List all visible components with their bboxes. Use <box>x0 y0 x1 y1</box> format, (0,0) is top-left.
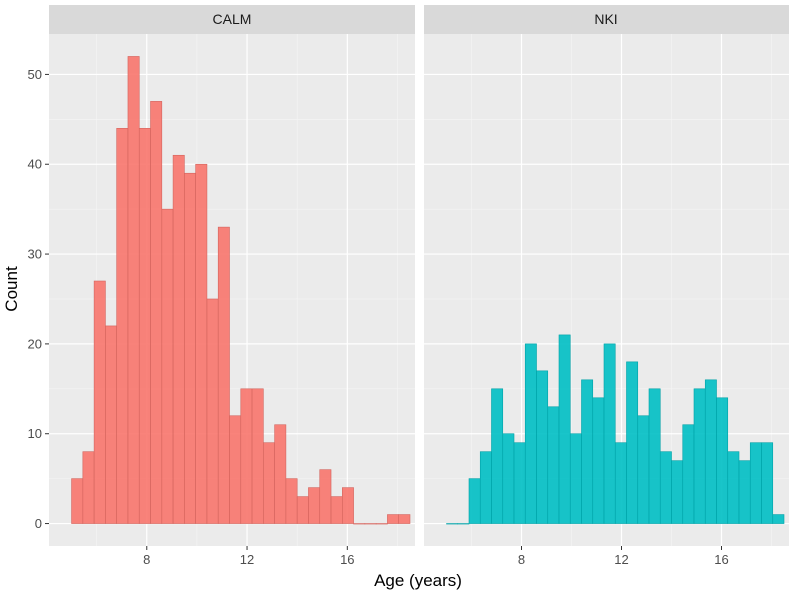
y-tick-label: 30 <box>28 247 42 262</box>
histogram-bar <box>738 460 751 524</box>
histogram-bar <box>671 460 684 524</box>
histogram-bar <box>240 388 253 524</box>
histogram-bar <box>581 379 594 524</box>
histogram-bar <box>82 451 95 524</box>
histogram-bar <box>547 406 560 524</box>
histogram-bar <box>251 388 264 524</box>
y-tick-label: 50 <box>28 67 42 82</box>
histogram-bar <box>659 451 672 524</box>
histogram-bar <box>491 388 504 524</box>
y-axis-ticks: 0 10 20 30 40 50 <box>28 67 49 531</box>
histogram-bar <box>71 478 84 524</box>
histogram-bar <box>637 415 650 524</box>
histogram-bar <box>614 442 627 524</box>
histogram-bar <box>693 388 706 524</box>
histogram-bar <box>375 523 388 525</box>
facet-nki: NKI <box>424 5 789 546</box>
histogram-bar <box>296 496 309 524</box>
histogram-bar <box>772 514 785 524</box>
histogram-bar <box>558 334 571 524</box>
histogram-bar <box>161 208 174 524</box>
histogram-bar <box>387 514 400 524</box>
histogram-bar <box>479 451 492 524</box>
histogram-bar <box>274 424 287 524</box>
histogram-bar <box>446 523 459 525</box>
histogram-bar <box>502 433 515 524</box>
histogram-bar <box>513 442 526 524</box>
histogram-bar <box>468 478 481 524</box>
y-axis-title: Count <box>2 266 21 312</box>
y-tick-label: 20 <box>28 336 42 351</box>
facet-calm: CALM <box>49 5 415 546</box>
histogram-bar <box>749 442 762 524</box>
histogram-bar <box>184 172 196 524</box>
histogram-bar <box>138 128 151 524</box>
strip-nki <box>424 5 789 34</box>
x-tick-label: 8 <box>143 552 150 567</box>
strip-label-calm: CALM <box>213 11 252 27</box>
histogram-bar <box>603 343 616 524</box>
histogram-bar <box>353 523 366 525</box>
histogram-bar <box>285 478 298 524</box>
y-tick-label: 10 <box>28 426 42 441</box>
bars-nki <box>446 334 785 525</box>
y-tick-label: 0 <box>35 516 42 531</box>
histogram-bar <box>536 370 549 524</box>
histogram-bar <box>761 442 774 524</box>
histogram-bar <box>342 487 354 524</box>
histogram-bar <box>319 469 332 524</box>
histogram-bar <box>727 451 740 524</box>
histogram-bar <box>716 397 729 524</box>
histogram-bar <box>93 280 106 524</box>
histogram-bar <box>105 325 117 524</box>
histogram-bar <box>704 379 717 524</box>
histogram-bar <box>127 56 140 524</box>
histogram-bar <box>150 101 163 524</box>
x-tick-label: 12 <box>240 552 254 567</box>
histogram-bar <box>569 433 582 524</box>
histogram-bar <box>172 154 185 524</box>
x-tick-label: 8 <box>518 552 525 567</box>
x-axis-ticks: 8 12 16 8 12 16 <box>143 546 729 567</box>
x-axis-title: Age (years) <box>374 571 462 590</box>
x-tick-label: 16 <box>340 552 354 567</box>
histogram-bar <box>330 496 343 524</box>
strip-calm <box>49 5 415 34</box>
bars-calm <box>71 56 411 525</box>
histogram-bar <box>195 163 208 524</box>
strip-label-nki: NKI <box>594 11 617 27</box>
histogram-bar <box>592 397 605 524</box>
histogram-bar <box>217 226 230 524</box>
x-tick-label: 16 <box>714 552 728 567</box>
histogram-bar <box>524 343 537 524</box>
histogram-bar <box>682 424 695 524</box>
histogram-bar <box>229 415 242 524</box>
histogram-bar <box>116 128 129 524</box>
histogram-bar <box>263 442 275 524</box>
histogram-bar <box>206 298 219 524</box>
histogram-bar <box>457 523 470 525</box>
y-tick-label: 40 <box>28 157 42 172</box>
histogram-bar <box>308 487 321 524</box>
histogram-bar <box>398 514 411 524</box>
histogram-bar <box>364 523 377 525</box>
histogram-bar <box>626 361 639 524</box>
x-tick-label: 12 <box>614 552 628 567</box>
histogram-bar <box>648 388 661 524</box>
